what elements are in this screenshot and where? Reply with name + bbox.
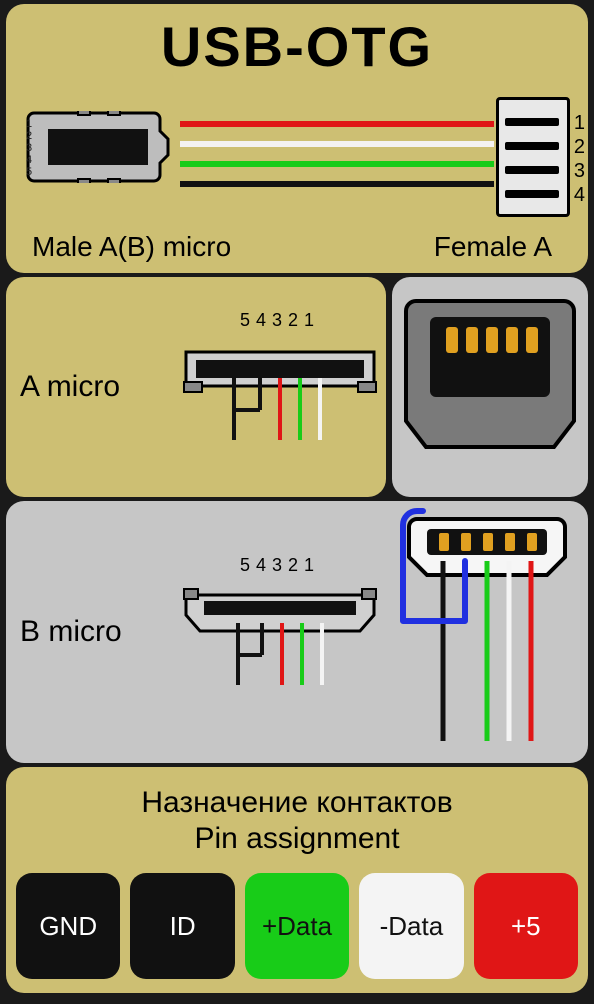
pin-number: 1 xyxy=(574,112,585,135)
svg-text:5: 5 xyxy=(26,166,32,178)
male-micro-connector: 1 2 3 4 5 xyxy=(20,87,180,227)
female-a-connector: 1 2 3 4 xyxy=(494,87,574,227)
pin-number: 2 xyxy=(574,136,585,159)
legend-chip-datan: -Data xyxy=(359,873,463,979)
a-micro-connector-side: 54321 xyxy=(182,332,378,442)
a-micro-panel: A micro 54321 xyxy=(6,277,386,497)
b-micro-label: B micro xyxy=(20,615,122,649)
legend-title: Назначение контактов Pin assignment xyxy=(16,785,578,857)
wire-gnd xyxy=(180,181,494,187)
legend-chip-datap: +Data xyxy=(245,873,349,979)
cable-diagram: 1 2 3 4 5 1 2 3 4 xyxy=(16,87,578,227)
svg-text:2: 2 xyxy=(26,130,32,142)
a-micro-front-panel xyxy=(392,277,588,497)
top-card: USB-OTG 1 2 3 4 5 xyxy=(6,4,588,273)
wires xyxy=(180,87,494,227)
male-label: Male A(B) micro xyxy=(22,231,302,263)
legend-chip-vcc: +5 xyxy=(474,873,578,979)
pin-number: 3 xyxy=(574,160,585,183)
wire-data-n xyxy=(180,141,494,147)
main-title: USB-OTG xyxy=(16,14,578,79)
wire-data-p xyxy=(180,161,494,167)
female-label: Female A xyxy=(372,231,572,263)
svg-text:4: 4 xyxy=(26,154,32,166)
svg-text:1: 1 xyxy=(26,118,32,130)
legend-chip-gnd: GND xyxy=(16,873,120,979)
a-micro-row: A micro 54321 xyxy=(6,277,588,497)
legend-title-ru: Назначение контактов xyxy=(16,785,578,821)
legend-card: Назначение контактов Pin assignment GND … xyxy=(6,767,588,993)
legend-title-en: Pin assignment xyxy=(16,821,578,857)
b-micro-panel: B micro 54321 xyxy=(6,501,386,763)
legend-chip-id: ID xyxy=(130,873,234,979)
b-micro-front-icon xyxy=(386,501,588,751)
wire-vcc xyxy=(180,121,494,127)
a-micro-front-icon xyxy=(400,285,580,485)
svg-text:3: 3 xyxy=(26,142,32,154)
b-micro-connector-side: 54321 xyxy=(182,577,378,687)
pin-numbers-54321: 54321 xyxy=(182,555,378,576)
legend-row: GND ID +Data -Data +5 xyxy=(16,873,578,979)
b-micro-row: B micro 54321 xyxy=(6,501,588,763)
pin-number: 4 xyxy=(574,184,585,207)
a-micro-label: A micro xyxy=(20,370,120,404)
b-micro-front-panel xyxy=(386,501,588,763)
pin-numbers-54321: 54321 xyxy=(182,310,378,331)
